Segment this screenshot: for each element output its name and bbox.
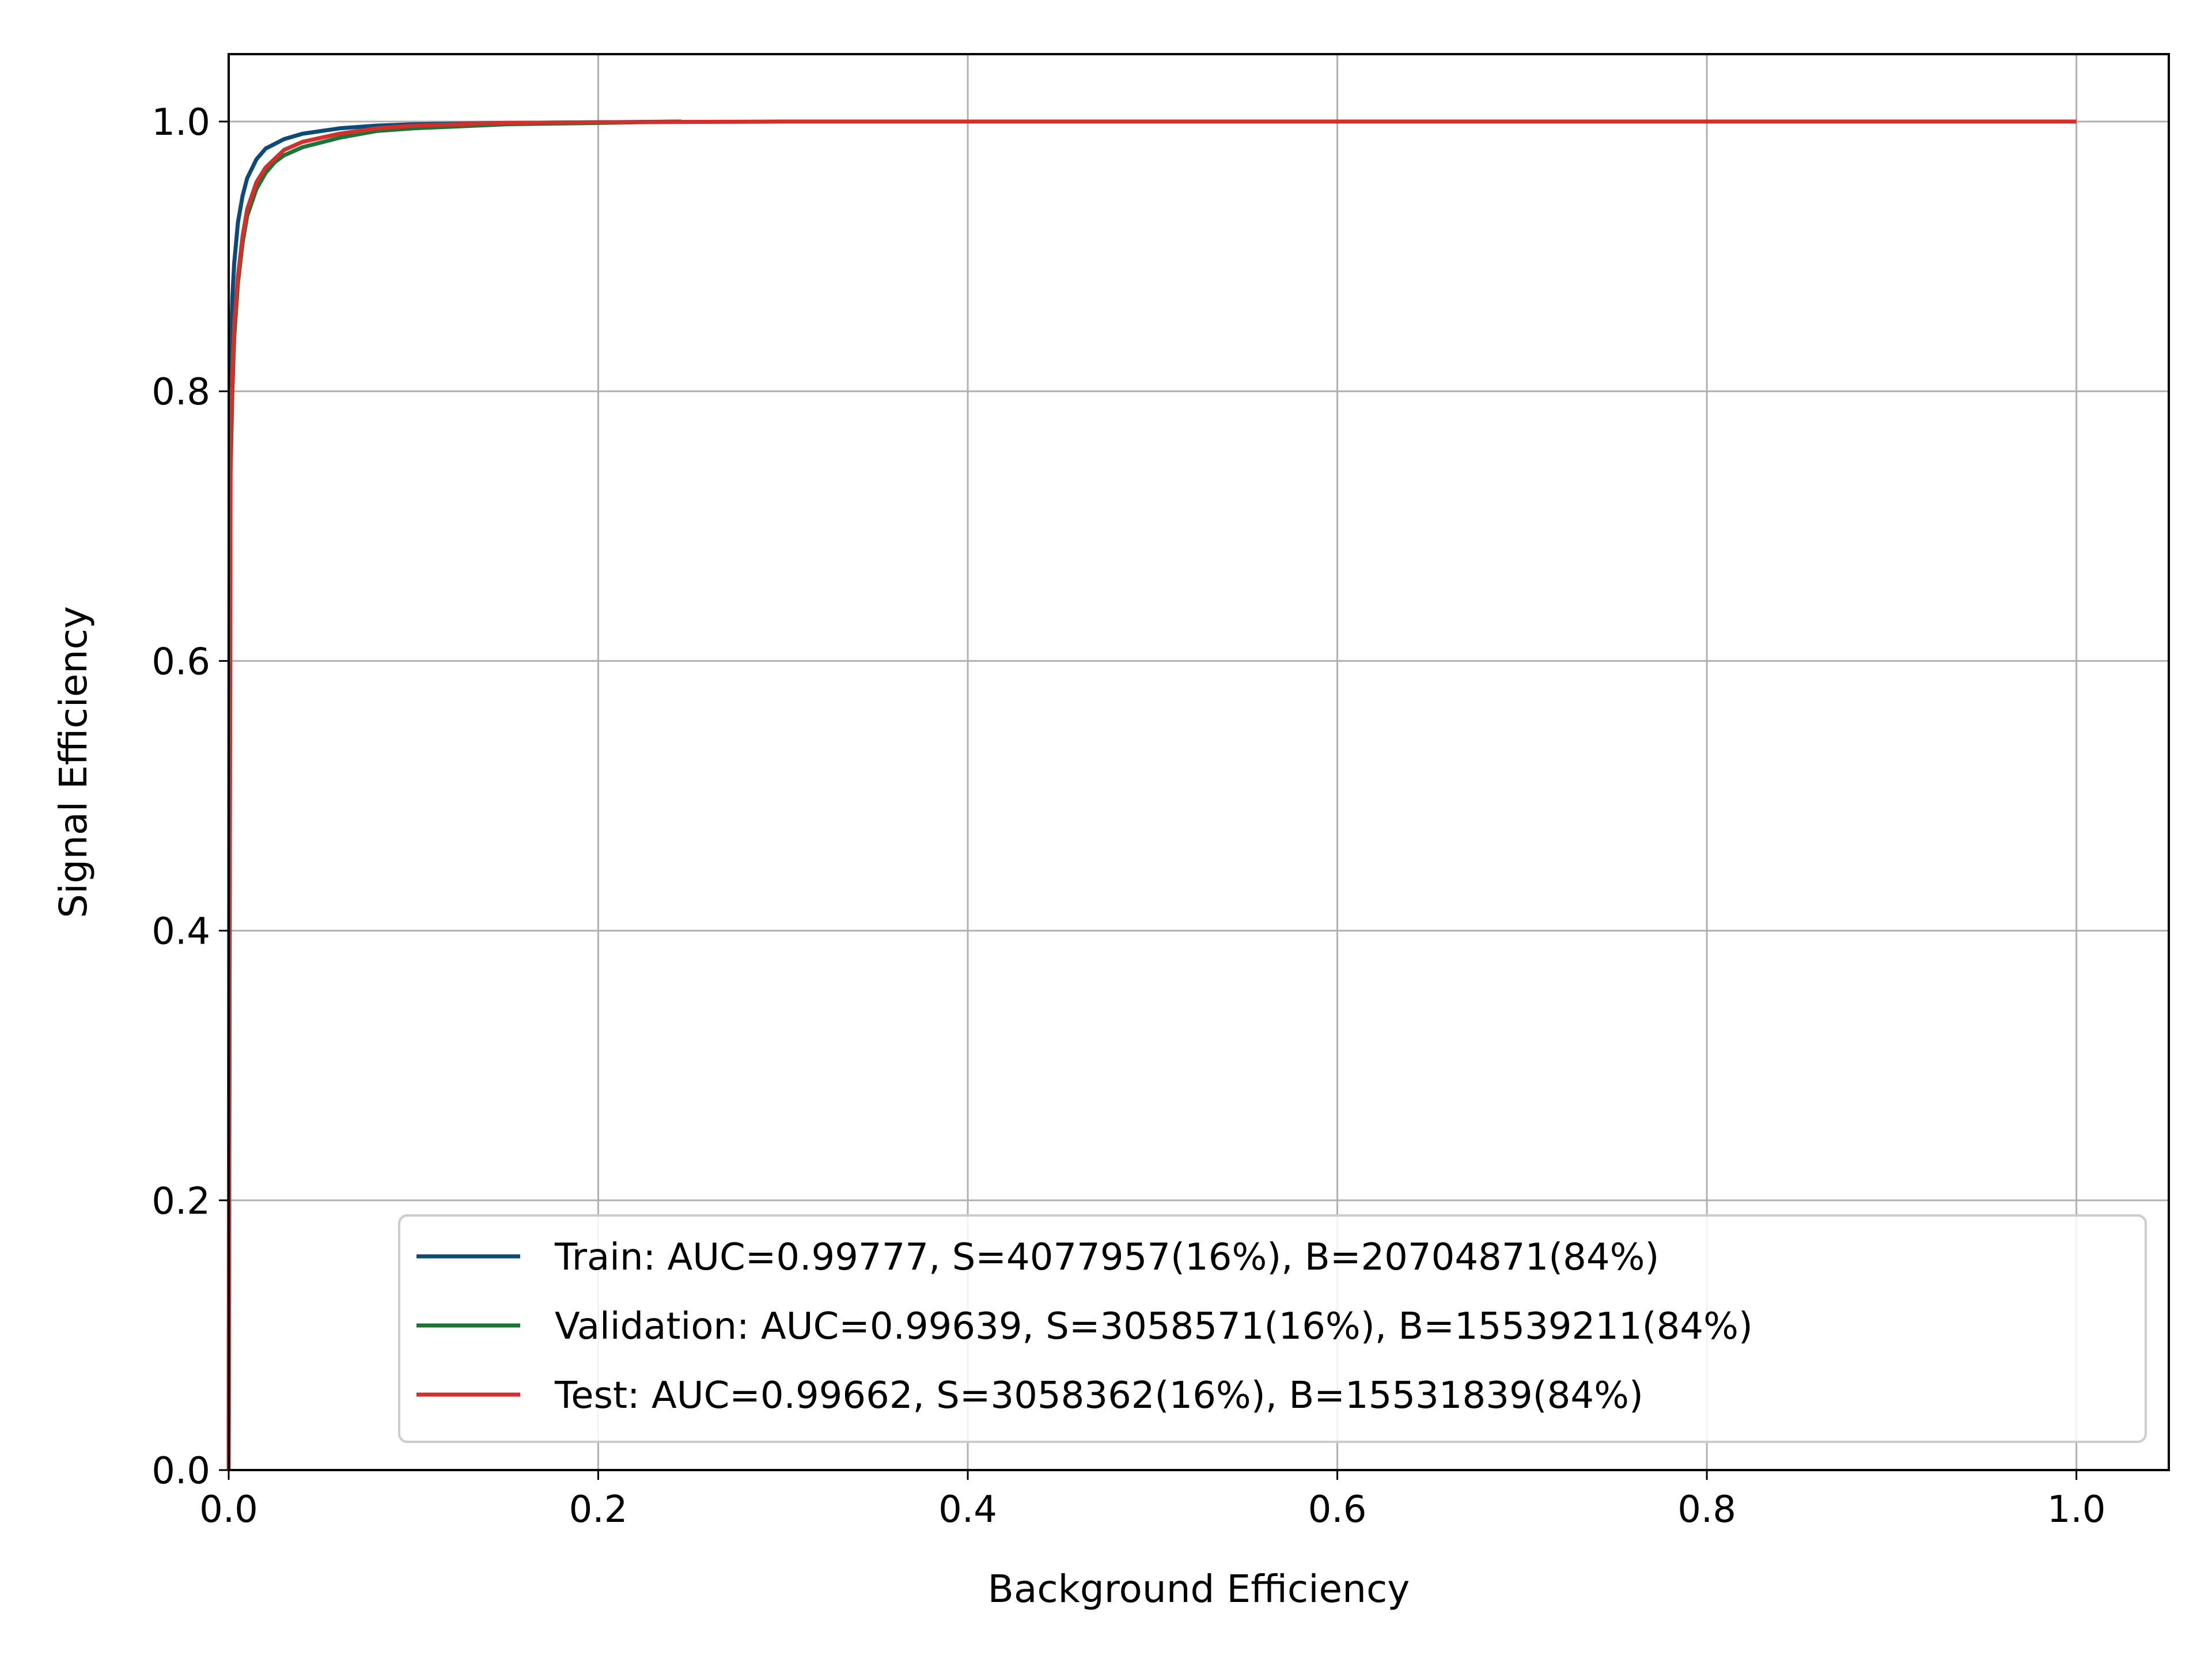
y-tick-label: 0.4 [151,911,210,953]
x-tick-label: 0.0 [199,1488,258,1531]
legend-box [398,1214,2147,1443]
x-tick-label: 1.0 [2047,1488,2106,1531]
legend: Train: AUC=0.99777, S=4077957(16%), B=20… [398,1214,2147,1443]
legend-label-1: Validation: AUC=0.99639, S=3058571(16%),… [555,1305,1753,1348]
y-tick-label: 0.8 [151,371,210,414]
legend-label-2: Test: AUC=0.99662, S=3058362(16%), B=155… [554,1374,1643,1417]
y-tick-label: 0.6 [151,641,210,683]
series-lines [226,119,2077,1471]
x-tick-label: 0.2 [569,1488,628,1531]
x-tick-label: 0.8 [1677,1488,1736,1531]
x-tick-label: 0.4 [938,1488,997,1531]
series-line-2 [226,119,2077,1471]
grid [228,54,2169,1471]
y-tick-label: 1.0 [151,101,210,144]
x-axis-label: Background Efficiency [988,1567,1410,1611]
x-tick-label: 0.6 [1308,1488,1367,1531]
legend-label-0: Train: AUC=0.99777, S=4077957(16%), B=20… [554,1236,1659,1279]
y-tick-label: 0.0 [151,1450,210,1493]
y-tick-label: 0.2 [151,1180,210,1223]
y-axis-label: Signal Efficiency [51,606,96,918]
plot-frame [228,53,2170,1471]
axis-ticks: 0.0 0.2 0.4 0.6 0.8 1.0 0.0 0.2 0.4 0.6 0.8 1.0 [151,101,2105,1531]
